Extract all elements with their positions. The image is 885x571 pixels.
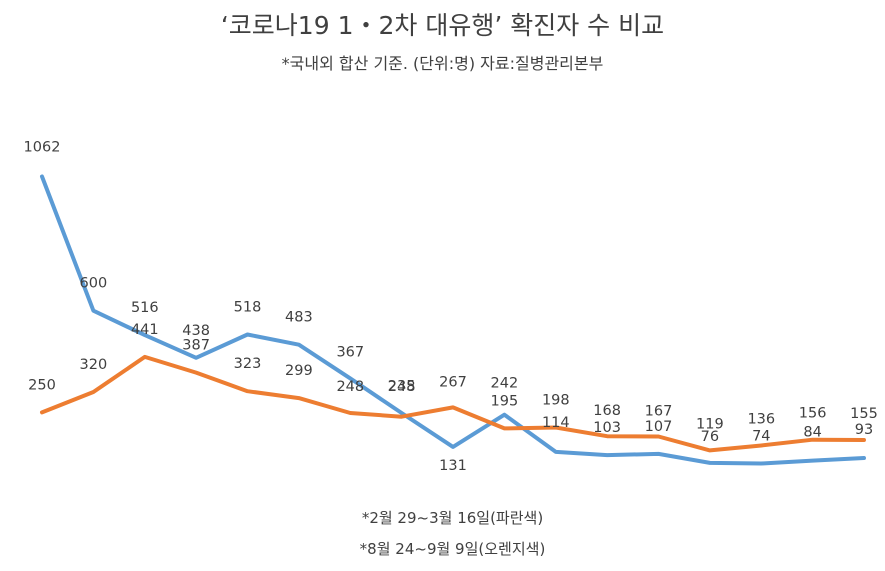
data-label-orange-9: 267 [439,374,467,390]
data-label-orange-5: 323 [234,356,262,372]
data-label-orange-3: 441 [131,322,159,338]
data-label-orange-15: 136 [747,412,775,428]
chart-subtitle: *국내외 합산 기준. (단위:명) 자료:질병관리본부 [281,54,604,73]
data-label-blue-13: 107 [645,419,673,435]
note-blue-period: *2월 29~3월 16일(파란색) [361,509,544,527]
data-label-orange-17: 155 [850,406,878,422]
data-label-blue-9: 131 [439,458,467,474]
data-label-orange-8: 235 [388,379,416,395]
data-label-blue-7: 367 [336,344,364,360]
data-label-blue-1: 1062 [24,140,61,156]
series-line-orange [40,354,866,453]
data-label-orange-4: 387 [182,338,210,354]
data-label-orange-12: 168 [593,403,621,419]
data-label-blue-3: 516 [131,300,159,316]
data-label-blue-14: 76 [701,429,719,445]
data-label-blue-17: 93 [855,422,873,438]
data-label-blue-4: 438 [182,323,210,339]
data-label-blue-15: 74 [752,429,770,445]
data-label-blue-6: 483 [285,310,313,326]
data-label-blue-16: 84 [803,425,821,441]
data-label-orange-2: 320 [80,357,108,373]
data-label-orange-1: 250 [28,377,56,393]
data-label-orange-10: 195 [491,393,519,409]
data-label-blue-11: 114 [542,415,570,431]
data-label-orange-14: 119 [696,416,724,432]
data-label-orange-7: 248 [336,379,364,395]
data-label-blue-12: 103 [593,420,621,436]
data-label-orange-16: 156 [799,406,827,422]
series-line-blue [40,174,866,466]
data-label-blue-8: 248 [388,379,416,395]
data-label-blue-10: 242 [491,376,519,392]
data-label-orange-13: 167 [645,404,673,420]
data-label-orange-6: 299 [285,363,313,379]
data-label-orange-11: 198 [542,393,570,409]
note-orange-period: *8월 24~9월 9일(오렌지색) [359,540,546,558]
chart-title: ‘코로나19 1・2차 대유행’ 확진자 수 비교 [220,11,665,40]
data-label-blue-2: 600 [80,276,108,292]
data-label-blue-5: 518 [234,300,262,316]
